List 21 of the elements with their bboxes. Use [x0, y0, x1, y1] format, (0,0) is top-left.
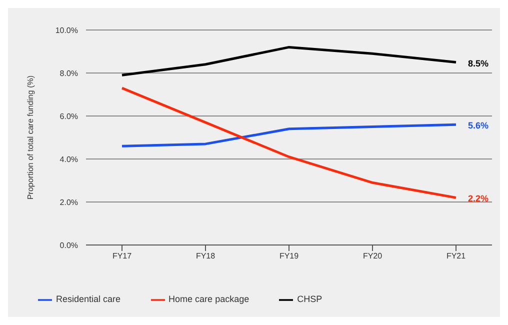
x-tick-label: FY17: [112, 252, 132, 261]
data-label: 5.6%: [468, 120, 489, 131]
y-axis-title: Proportion of total care funding (%): [26, 75, 35, 200]
x-tick-label: FY19: [279, 252, 300, 261]
y-tick-label: 2.0%: [60, 198, 78, 207]
legend-label: Residential care: [56, 294, 121, 304]
legend-label: Home care package: [168, 294, 250, 304]
x-tick-label: FY18: [196, 252, 216, 261]
x-tick-label: FY20: [362, 252, 383, 261]
y-tick-label: 8.0%: [60, 68, 78, 78]
x-tick-label: FY21: [446, 252, 466, 261]
line-series: [120, 86, 458, 199]
y-tick-label: 10.0%: [55, 26, 78, 35]
legend-label: CHSP: [297, 294, 322, 304]
line-series: [120, 46, 458, 76]
y-tick-label: 6.0%: [60, 112, 78, 121]
y-tick-label: 0.0%: [60, 240, 78, 250]
data-label: 2.2%: [468, 194, 489, 204]
data-label: 8.5%: [468, 58, 489, 68]
line-series: [120, 123, 458, 148]
y-tick-label: 4.0%: [60, 154, 78, 164]
